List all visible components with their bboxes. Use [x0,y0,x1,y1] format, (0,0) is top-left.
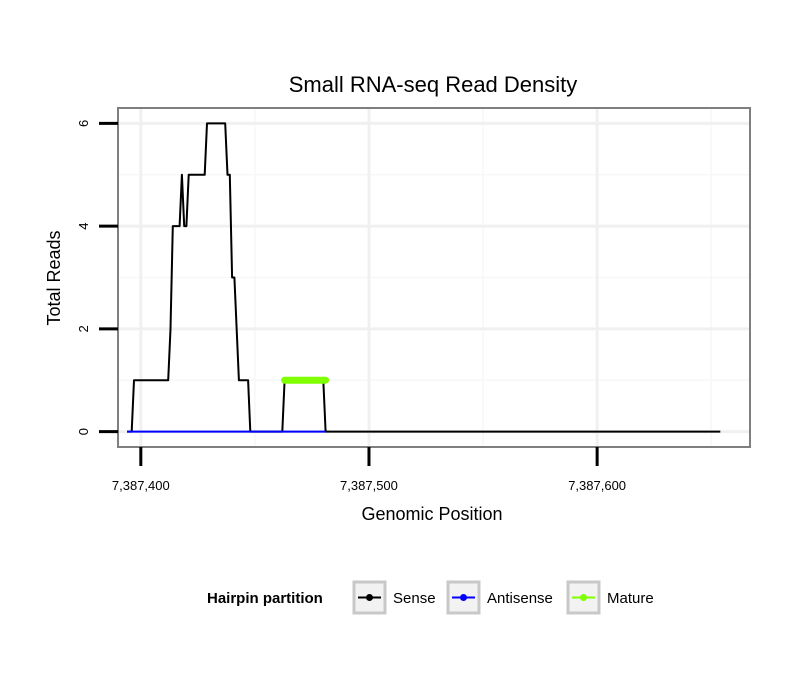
legend-item-mature: Mature [566,580,654,615]
plot-border [117,107,751,448]
legend-point-mature [580,594,587,601]
y-axis: 0 2 4 6 [76,120,118,435]
y-tick-label-0: 0 [76,428,91,435]
legend-label-sense: Sense [393,590,436,607]
series-layer [127,122,721,433]
legend-title: Hairpin partition [207,590,323,607]
x-tick-label-1: 7,387,500 [340,478,398,493]
legend-item-antisense: Antisense [446,580,553,615]
minor-gridlines [118,108,750,447]
legend-label-mature: Mature [607,590,654,607]
legend-point-sense [366,594,373,601]
legend-label-antisense: Antisense [487,590,553,607]
y-axis-title: Total Reads [44,230,64,325]
legend-point-antisense [460,594,467,601]
y-tick-label-1: 2 [76,325,91,332]
y-tick-label-3: 6 [76,120,91,127]
legend-item-sense: Sense [352,580,436,615]
legend: Hairpin partition Sense Antisense Mature [207,580,654,615]
chart-title: Small RNA-seq Read Density [289,72,578,97]
y-tick-label-2: 4 [76,223,91,230]
x-tick-label-2: 7,387,600 [568,478,626,493]
x-axis-title: Genomic Position [361,504,502,524]
series-line-sense [127,122,721,433]
x-axis: 7,387,400 7,387,500 7,387,600 [112,447,626,493]
x-tick-label-0: 7,387,400 [112,478,170,493]
